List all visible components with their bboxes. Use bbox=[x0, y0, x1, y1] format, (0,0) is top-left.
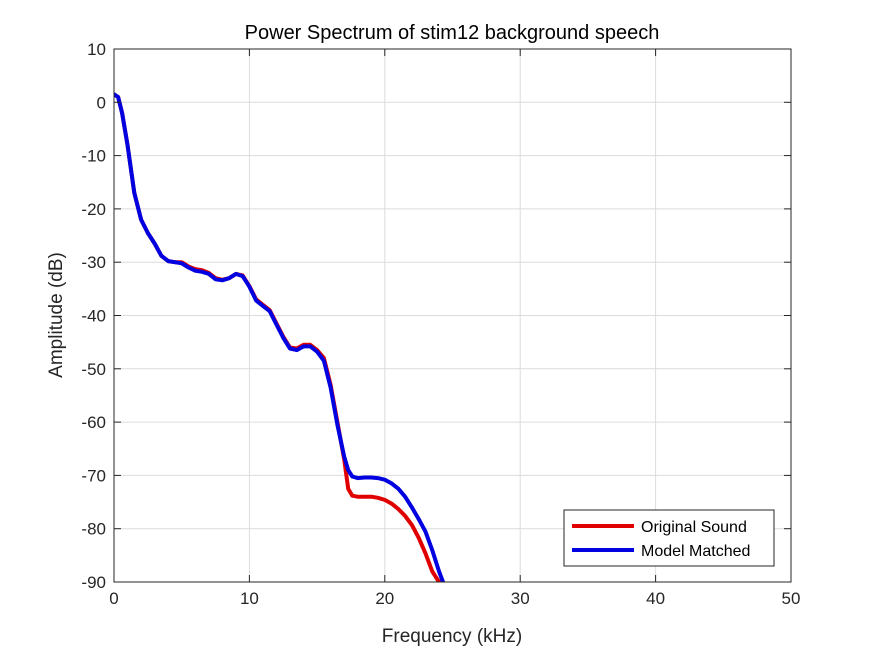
y-tick-label: -70 bbox=[81, 466, 106, 485]
y-tick-label: -90 bbox=[81, 573, 106, 592]
x-axis-label: Frequency (kHz) bbox=[382, 626, 522, 647]
y-tick-label: -10 bbox=[81, 147, 106, 166]
axis-ticks bbox=[113, 48, 792, 583]
series-layer bbox=[114, 92, 445, 582]
y-tick-label: -80 bbox=[81, 520, 106, 539]
y-tick-label: -20 bbox=[81, 200, 106, 219]
legend-label: Original Sound bbox=[641, 519, 747, 536]
x-tick-label: 30 bbox=[511, 589, 530, 608]
y-tick-label: 10 bbox=[87, 40, 106, 59]
y-axis-label: Amplitude (dB) bbox=[46, 252, 67, 378]
chart-title: Power Spectrum of stim12 background spee… bbox=[245, 22, 660, 44]
series-line-model-matched bbox=[114, 92, 445, 582]
x-tick-label: 40 bbox=[646, 589, 665, 608]
y-tick-label: -50 bbox=[81, 360, 106, 379]
y-tick-label: -40 bbox=[81, 307, 106, 326]
x-tick-label: 50 bbox=[782, 589, 801, 608]
legend-box bbox=[563, 509, 775, 567]
x-tick-label: 20 bbox=[375, 589, 394, 608]
legend-label: Model Matched bbox=[641, 543, 750, 560]
tick-labels: 0 10 20 30 40 50 10 0 -10 -20 -30 -40 -50 -60 -70 -80 -9… bbox=[81, 40, 800, 608]
x-tick-label: 0 bbox=[109, 589, 118, 608]
y-tick-label: -30 bbox=[81, 253, 106, 272]
legend: Original Sound Model Matched bbox=[563, 509, 775, 567]
y-tick-label: -60 bbox=[81, 413, 106, 432]
x-tick-label: 10 bbox=[240, 589, 259, 608]
y-tick-label: 0 bbox=[97, 93, 106, 112]
